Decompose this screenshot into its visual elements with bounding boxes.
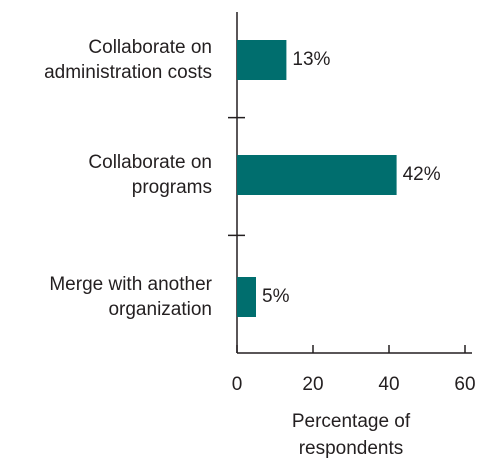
- x-tick-label: 40: [378, 374, 399, 395]
- x-tick-label: 20: [302, 374, 323, 395]
- bar: [237, 155, 397, 195]
- x-tick-label: 60: [454, 374, 475, 395]
- y-tick-label: Collaborate on programs: [88, 152, 212, 198]
- bar: [237, 277, 256, 317]
- bar: [237, 40, 287, 80]
- y-tick-label: Merge with another organization: [49, 274, 212, 320]
- x-tick-label: 0: [232, 374, 243, 395]
- y-tick-label: Collaborate on administration costs: [44, 37, 212, 83]
- x-axis-label: Percentage of respondents: [291, 411, 411, 459]
- value-label: 5%: [262, 286, 290, 307]
- value-label: 13%: [292, 49, 330, 70]
- value-label: 42%: [403, 164, 441, 185]
